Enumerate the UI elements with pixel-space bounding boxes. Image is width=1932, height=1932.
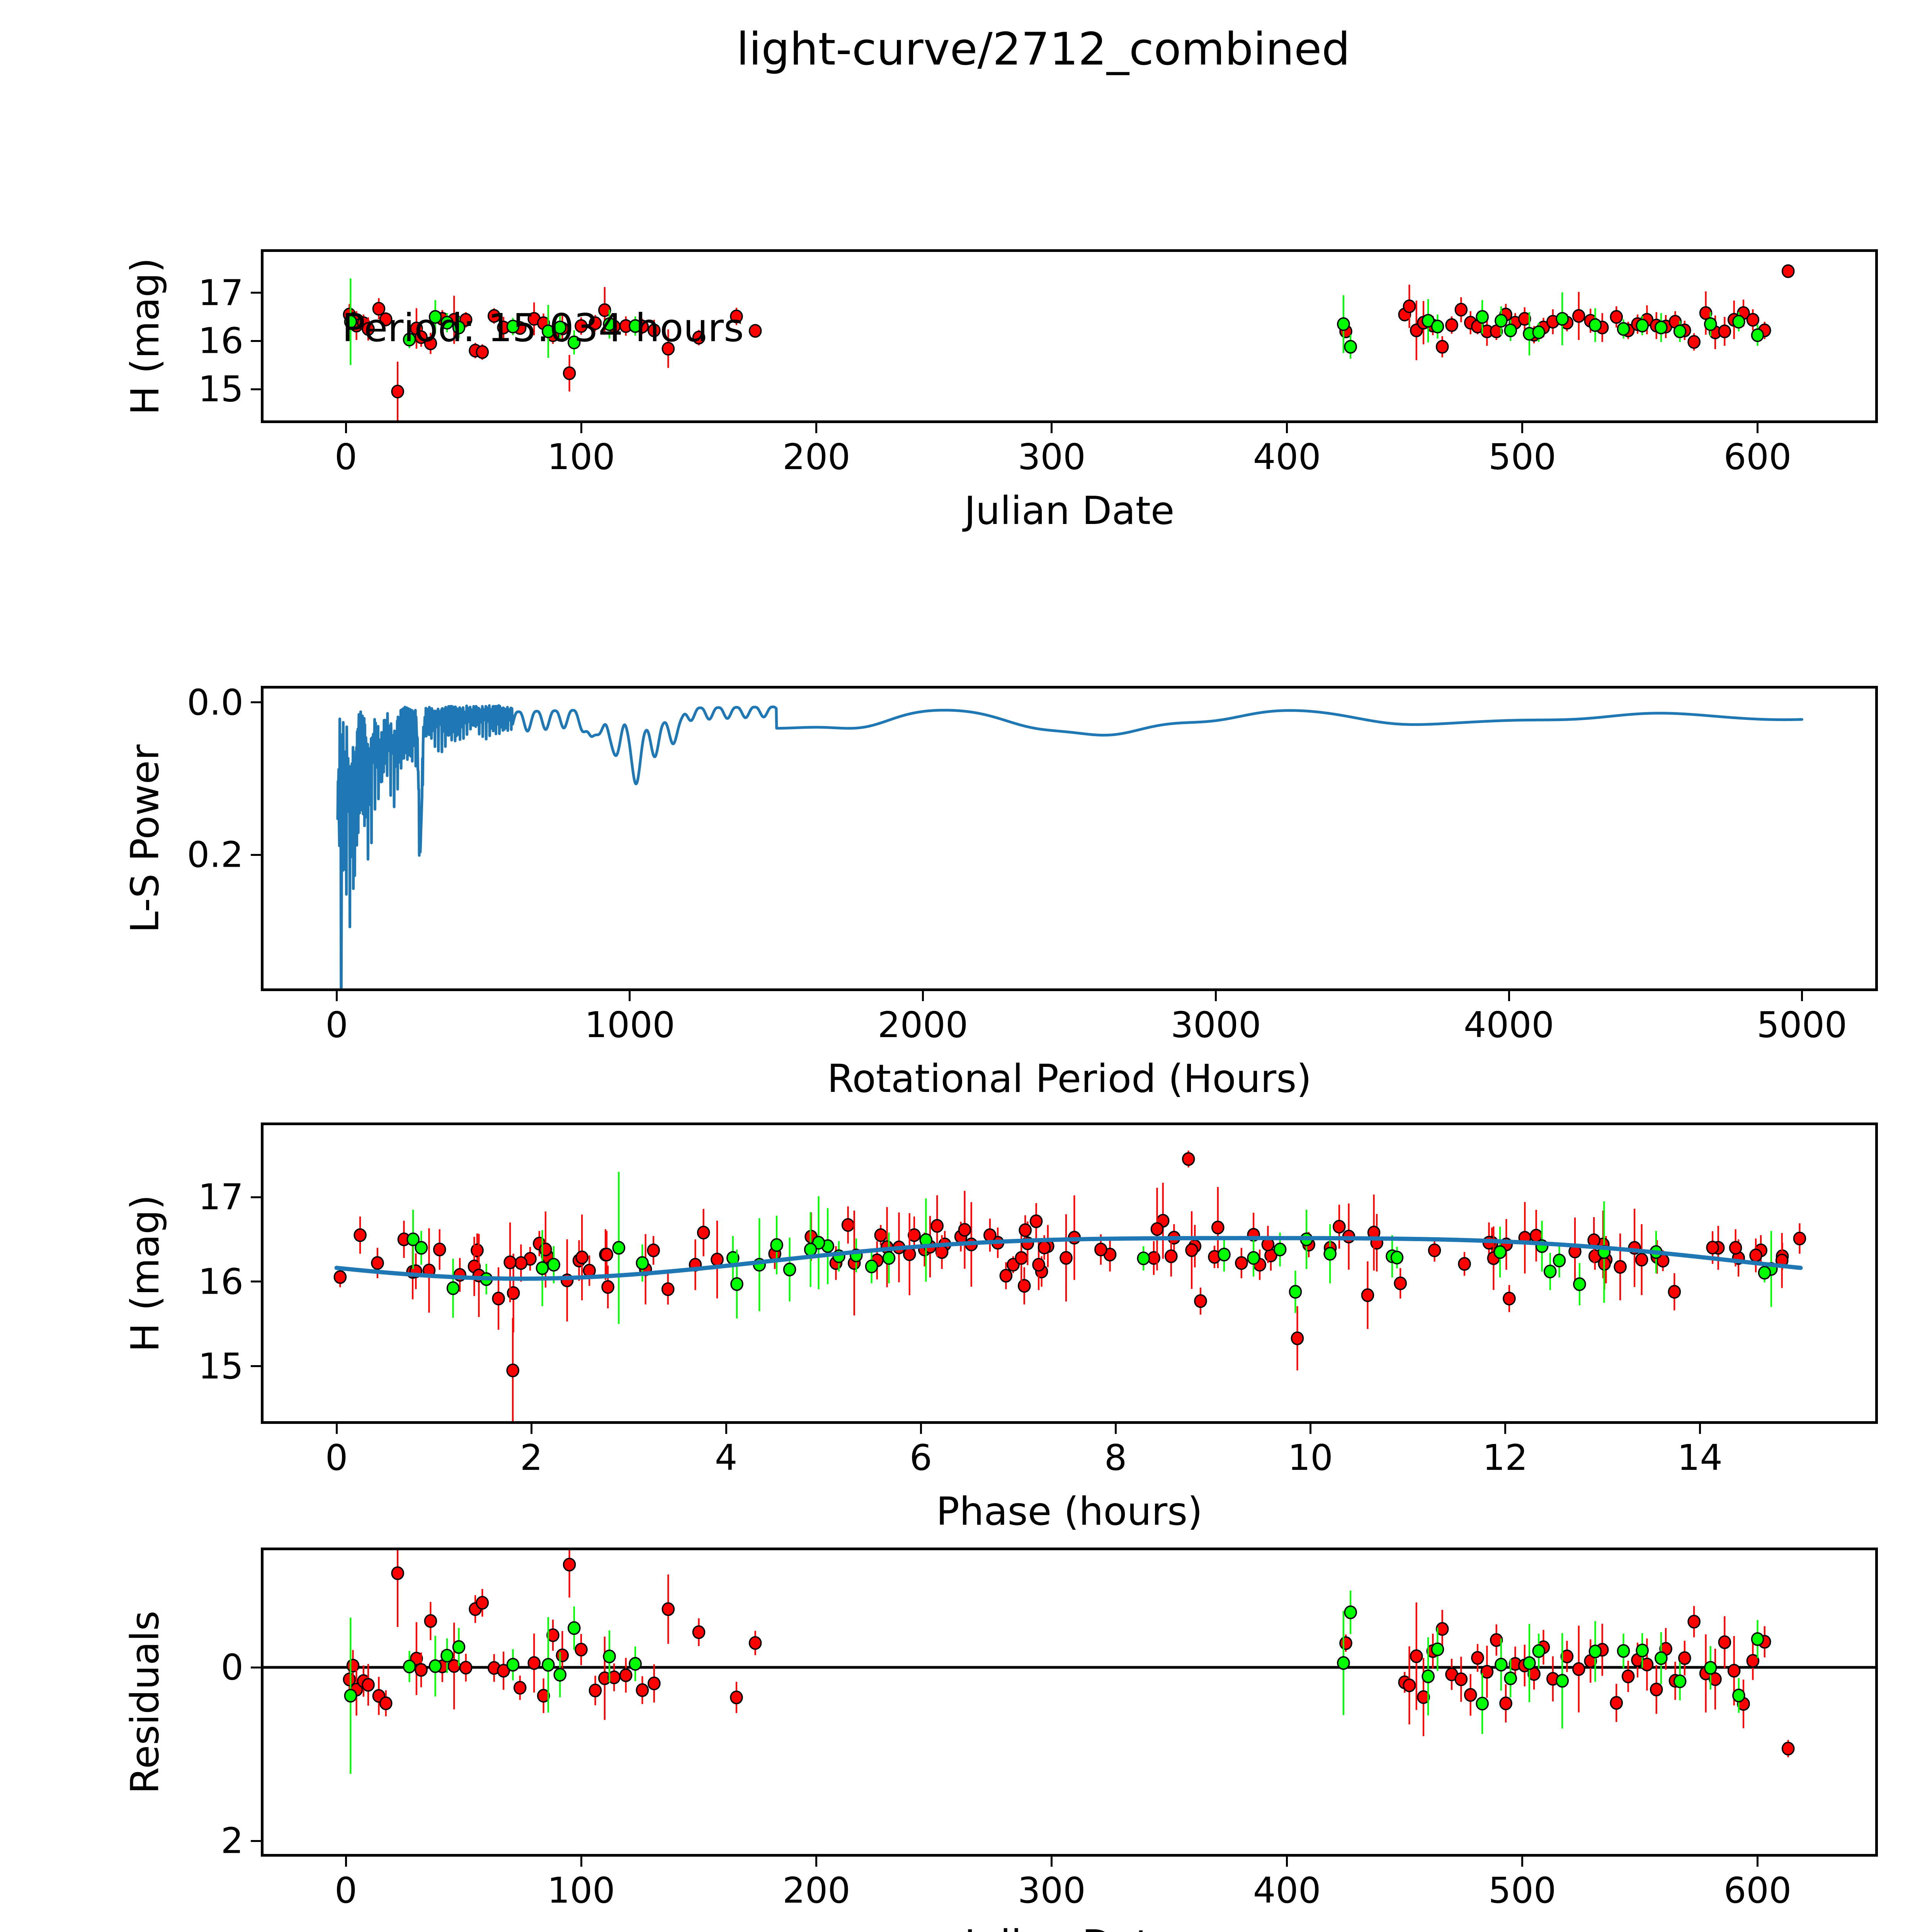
lightcurve-ytick [251,340,261,342]
lightcurve-xtick-label: 400 [1253,436,1321,478]
periodogram-xtick-label: 1000 [584,1004,675,1046]
periodogram-yaxis-label: L-S Power [122,744,168,933]
panel-lightcurve [261,249,1878,423]
residuals-xtick [1051,1857,1053,1867]
periodogram-xtick [1801,991,1803,1001]
residuals-xtick-label: 500 [1488,1870,1556,1911]
periodogram-plot-area [264,689,1875,988]
residuals-xtick-label: 200 [782,1870,850,1911]
phase-plot-area [264,1125,1875,1421]
phase-ytick [251,1196,261,1198]
phase-ytick-label: 16 [198,1261,243,1303]
phase-xtick-label: 10 [1287,1437,1333,1478]
periodogram-ytick-label: 0.2 [187,834,243,876]
periodogram-ytick-label: 0.0 [187,682,243,723]
residuals-ytick [251,1666,261,1668]
phase-xtick-label: 2 [520,1437,543,1478]
panel-phase [261,1122,1878,1424]
lightcurve-xtick [1757,423,1759,433]
phase-xtick [1114,1424,1117,1434]
periodogram-ytick [251,701,261,704]
lightcurve-ytick-label: 16 [198,320,243,362]
phase-xtick-label: 0 [325,1437,348,1478]
lightcurve-svg [343,264,1795,420]
residuals-svg [264,1550,1875,1774]
residuals-ytick [251,1840,261,1842]
residuals-xtick [815,1857,818,1867]
lightcurve-xtick-label: 200 [782,436,850,478]
residuals-xtick-label: 300 [1018,1870,1086,1911]
periodogram-xtick-label: 0 [325,1004,348,1046]
lightcurve-xtick [815,423,818,433]
lightcurve-xtick-label: 600 [1723,436,1792,478]
phase-yaxis-label: H (mag) [122,1194,168,1352]
lightcurve-xtick-label: 300 [1018,436,1086,478]
phase-xtick-label: 14 [1677,1437,1723,1478]
phase-xtick [1504,1424,1506,1434]
periodogram-xtick [1508,991,1510,1001]
residuals-ytick-label: 2 [221,1820,243,1862]
periodogram-xtick-label: 3000 [1170,1004,1261,1046]
residuals-xtick-label: 0 [334,1870,357,1911]
residuals-xtick [345,1857,347,1867]
phase-xtick-label: 6 [909,1437,932,1478]
phase-xtick [725,1424,727,1434]
phase-ytick [251,1281,261,1283]
residuals-xtick-label: 400 [1253,1870,1321,1911]
periodogram-xtick [1215,991,1217,1001]
residuals-xtick [1757,1857,1759,1867]
lightcurve-xtick [1521,423,1524,433]
periodogram-ytick [251,854,261,856]
phase-xtick [335,1424,338,1434]
periodogram-svg [336,704,1803,988]
periodogram-xaxis-label: Rotational Period (Hours) [827,1056,1312,1101]
lightcurve-yaxis-label: H (mag) [122,257,168,415]
lightcurve-annotation-period: Period: 15.034 hours [342,305,744,350]
phase-xtick [1309,1424,1311,1434]
phase-xtick [920,1424,922,1434]
periodogram-xtick [922,991,924,1001]
lightcurve-xtick [1286,423,1288,433]
lightcurve-ytick [251,388,261,390]
residuals-xtick-label: 100 [547,1870,615,1911]
lightcurve-plot-area [264,252,1875,420]
lightcurve-ytick-label: 17 [198,272,243,314]
periodogram-xtick-label: 5000 [1757,1004,1847,1046]
lightcurve-xtick [1051,423,1053,433]
phase-xtick [1699,1424,1701,1434]
residuals-yaxis-label: Residuals [122,1610,168,1794]
phase-ytick-label: 15 [198,1345,243,1387]
residuals-xtick [580,1857,582,1867]
lightcurve-xtick [345,423,347,433]
periodogram-xtick [629,991,631,1001]
lightcurve-xtick-label: 100 [547,436,615,478]
periodogram-xtick-label: 4000 [1463,1004,1554,1046]
lightcurve-ytick [251,292,261,294]
phase-ytick [251,1365,261,1367]
residuals-plot-area [264,1550,1875,1854]
residuals-xtick [1521,1857,1524,1867]
lightcurve-xtick-label: 0 [334,436,357,478]
lightcurve-xaxis-label: Julian Date [964,488,1175,533]
phase-xtick-label: 12 [1482,1437,1528,1478]
panel-periodogram [261,686,1878,991]
phase-xtick-label: 8 [1104,1437,1127,1478]
residuals-ytick-label: 0 [221,1646,243,1688]
periodogram-xtick-label: 2000 [878,1004,968,1046]
residuals-xaxis-label: Julian Date [964,1922,1175,1932]
lightcurve-xtick-label: 500 [1488,436,1556,478]
lightcurve-ytick-label: 15 [198,368,243,410]
phase-xtick-label: 4 [714,1437,738,1478]
lightcurve-xtick [580,423,582,433]
phase-ytick-label: 17 [198,1176,243,1218]
phase-svg [333,1150,1806,1421]
phase-xtick [530,1424,532,1434]
phase-xaxis-label: Phase (hours) [936,1489,1203,1534]
residuals-xtick [1286,1857,1288,1867]
periodogram-xtick [336,991,338,1001]
residuals-xtick-label: 600 [1723,1870,1792,1911]
figure-title: light-curve/2712_combined [736,23,1350,75]
panel-residuals [261,1548,1878,1857]
